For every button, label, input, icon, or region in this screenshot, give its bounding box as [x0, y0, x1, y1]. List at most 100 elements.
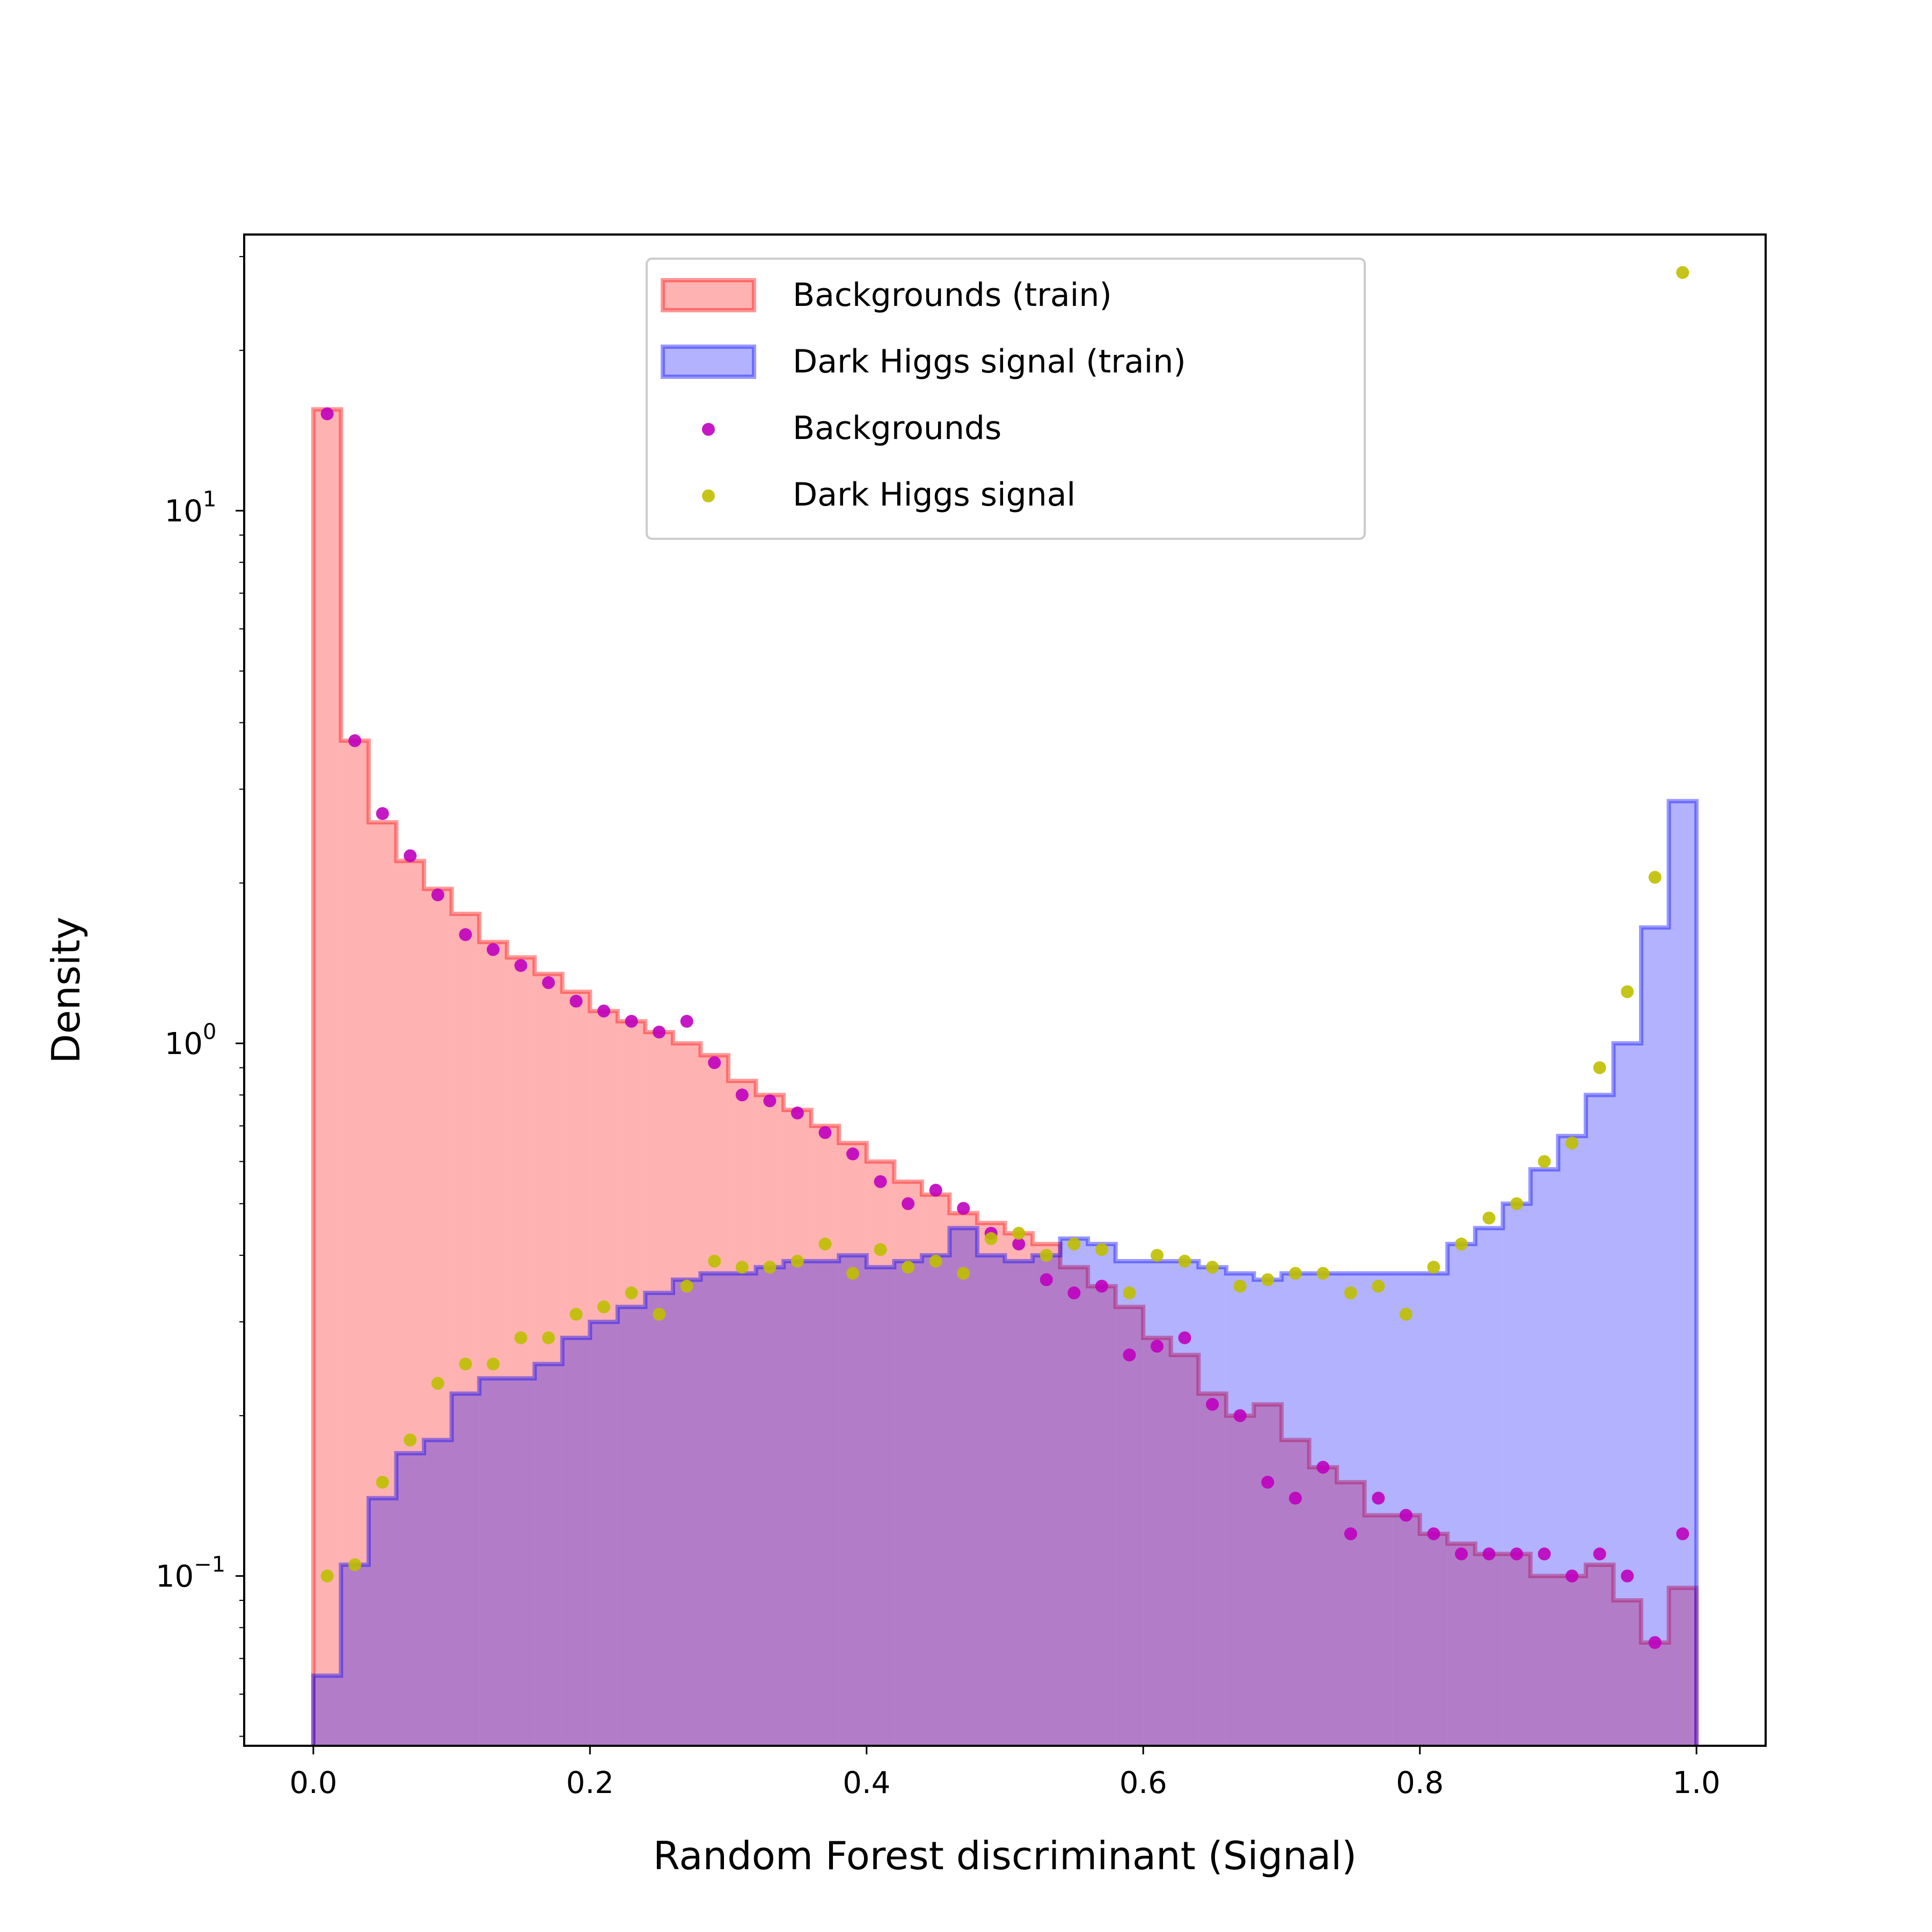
scatter-point [1206, 1261, 1219, 1274]
hist-bar [1364, 1273, 1393, 1746]
scatter-point [708, 1254, 721, 1268]
scatter-point [1648, 1636, 1662, 1649]
hist-bar [479, 1378, 507, 1746]
scatter-point [431, 888, 444, 902]
scatter-point [763, 1261, 777, 1274]
hist-bar [1170, 1355, 1199, 1746]
scatter-point [929, 1254, 942, 1268]
hist-bar [1033, 1255, 1060, 1746]
y-tick-label: 100 [165, 1020, 217, 1062]
scatter-point [1178, 1254, 1191, 1268]
hist-bar [894, 1181, 922, 1746]
y-axis-title: Density [43, 917, 89, 1064]
scatter-point [653, 1307, 666, 1321]
hist-bar [756, 1095, 784, 1746]
hist-bar [562, 1337, 590, 1746]
hist-bar [313, 1675, 341, 1746]
hist-bar [1530, 1169, 1558, 1746]
hist-bar [1613, 1600, 1642, 1746]
hist-dark-higgs-signal-train [311, 799, 1699, 1746]
hist-bar [1337, 1273, 1365, 1746]
hist-bar [341, 1564, 369, 1746]
hist-bar [949, 1228, 977, 1746]
scatter-point [348, 1558, 362, 1571]
scatter-point [902, 1261, 915, 1274]
scatter-point [404, 1433, 417, 1447]
scatter-point [1095, 1243, 1108, 1256]
legend-swatch [661, 278, 756, 312]
scatter-point [376, 807, 389, 820]
plot-area [311, 266, 1699, 1746]
hist-bar [1419, 1534, 1448, 1746]
hist-bar [1281, 1273, 1309, 1746]
scatter-point [376, 1475, 389, 1489]
hist-bar [756, 1267, 784, 1746]
hist-bar [784, 1261, 811, 1746]
scatter-point [597, 1300, 611, 1314]
hist-bar [617, 1021, 646, 1746]
hist-bar [1613, 1043, 1642, 1746]
hist-bar [728, 1273, 756, 1746]
hist-bar [1115, 1307, 1144, 1746]
x-tick-label: 0.0 [289, 1766, 337, 1801]
legend-label: Backgrounds (train) [793, 276, 1112, 314]
hist-bar [507, 1378, 535, 1746]
scatter-point [818, 1126, 832, 1139]
hist-bar [590, 1322, 618, 1746]
scatter-point [459, 928, 472, 941]
hist-bar [396, 1453, 425, 1746]
scatter-point [1289, 1491, 1302, 1505]
scatter-point [1316, 1267, 1330, 1280]
scatter-point [597, 1004, 611, 1018]
legend-label: Backgrounds [793, 409, 1001, 447]
hist-bar [1475, 1554, 1503, 1746]
hist-bar [1005, 1261, 1033, 1746]
scatter-point [902, 1197, 915, 1210]
axes-frame [243, 233, 1767, 1747]
x-axis-title: Random Forest discriminant (Signal) [653, 1833, 1357, 1878]
hist-bar [672, 1043, 701, 1746]
hist-bar [1447, 1244, 1475, 1746]
points-dark-higgs-signal [320, 266, 1689, 1583]
scatter-point [653, 1026, 666, 1039]
scatter-point [348, 734, 362, 748]
scatter-point [1151, 1340, 1163, 1353]
scatter-point [1455, 1238, 1468, 1251]
scatter-point [486, 943, 500, 956]
scatter-point [874, 1175, 887, 1188]
scatter-point [957, 1202, 970, 1215]
hist-bar [1143, 1337, 1171, 1746]
hist-bar [977, 1255, 1005, 1746]
hist-bar [866, 1267, 895, 1746]
scatter-point [1372, 1491, 1385, 1505]
scatter-point [542, 1331, 555, 1344]
hist-bar [645, 1032, 673, 1746]
scatter-point [708, 1056, 721, 1070]
scatter-point [1344, 1286, 1357, 1300]
hist-bar [368, 822, 397, 1746]
scatter-point [1538, 1547, 1551, 1561]
hist-bar [396, 861, 425, 1746]
scatter-point [514, 1331, 528, 1344]
hist-bar [368, 1498, 397, 1746]
scatter-point [486, 1357, 500, 1371]
axes: 0.0 0.2 0.4 0.6 0.8 1.0 101 100 10−1 [156, 233, 1767, 1801]
hist-bar [479, 942, 507, 1746]
scatter-point [1316, 1461, 1330, 1474]
x-tick-label: 1.0 [1673, 1766, 1721, 1801]
scatter-point [1565, 1136, 1579, 1150]
legend-label: Dark Higgs signal (train) [793, 343, 1186, 380]
scatter-point [1151, 1249, 1163, 1262]
hist-bar [1226, 1415, 1254, 1746]
hist-bar [784, 1110, 811, 1746]
hist-bar [1503, 1554, 1531, 1746]
hist-bar [1530, 1576, 1558, 1746]
scatter-point [1261, 1273, 1275, 1286]
scatter-point [1565, 1569, 1579, 1583]
hist-bar [977, 1223, 1005, 1746]
scatter-point [1095, 1279, 1108, 1293]
scatter-point [569, 994, 583, 1008]
hist-bar [1558, 1136, 1586, 1746]
hist-bar [1033, 1244, 1060, 1746]
hist-bar [1115, 1261, 1144, 1746]
